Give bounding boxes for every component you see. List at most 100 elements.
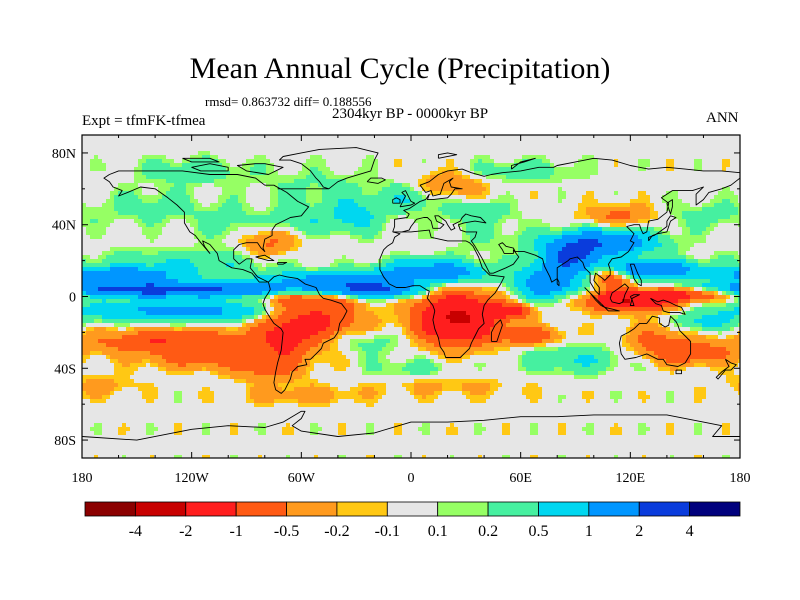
field-cell [574, 191, 579, 196]
field-cell [602, 203, 607, 208]
field-cell [730, 171, 735, 176]
field-cell [534, 167, 539, 172]
field-cell [86, 155, 91, 160]
field-cell [450, 139, 455, 144]
field-cell [138, 183, 143, 188]
field-cell [658, 175, 663, 180]
field-cell [450, 151, 455, 156]
field-cell [270, 251, 275, 256]
field-cell [378, 211, 383, 216]
field-cell [682, 243, 687, 248]
field-cell [122, 239, 127, 244]
field-cell [318, 219, 323, 224]
field-cell [702, 163, 707, 168]
field-cell [538, 223, 543, 228]
field-cell [490, 155, 495, 160]
field-cell [570, 175, 575, 180]
field-cell [102, 223, 107, 228]
field-cell [334, 223, 339, 228]
field-cell [378, 167, 383, 172]
field-cell [726, 143, 731, 148]
field-cell [442, 139, 447, 144]
field-cell [606, 183, 611, 188]
field-cell [218, 147, 223, 152]
field-cell [406, 227, 411, 232]
field-cell [150, 255, 155, 260]
field-cell [702, 251, 707, 256]
field-cell [206, 159, 211, 164]
field-cell [662, 195, 667, 200]
field-cell [686, 143, 691, 148]
field-cell [430, 171, 435, 176]
field-cell [386, 239, 391, 244]
field-cell [410, 251, 415, 256]
field-cell [110, 235, 115, 240]
field-cell [450, 195, 455, 200]
field-cell [374, 235, 379, 240]
field-cell [586, 191, 591, 196]
field-cell [162, 239, 167, 244]
field-cell [670, 243, 675, 248]
field-cell [230, 203, 235, 208]
field-cell [398, 159, 403, 164]
field-cell [514, 191, 519, 196]
field-cell [594, 243, 599, 248]
field-cell [690, 171, 695, 176]
field-cell [734, 139, 739, 144]
field-cell [582, 183, 587, 188]
field-cell [394, 239, 399, 244]
field-cell [374, 215, 379, 220]
field-cell [418, 151, 423, 156]
field-cell [574, 243, 579, 248]
field-cell [338, 187, 343, 192]
field-cell [290, 207, 295, 212]
field-cell [706, 143, 711, 148]
field-cell [678, 139, 683, 144]
field-cell [230, 235, 235, 240]
field-cell [546, 203, 551, 208]
field-cell [258, 191, 263, 196]
field-cell [174, 179, 179, 184]
field-cell [202, 167, 207, 172]
field-cell [726, 179, 731, 184]
field-cell [738, 147, 740, 152]
field-cell [542, 199, 547, 204]
field-cell [718, 175, 723, 180]
field-cell [250, 163, 255, 168]
field-cell [162, 255, 167, 260]
chart-title: Mean Annual Cycle (Precipitation) [189, 52, 611, 85]
field-cell [390, 227, 395, 232]
field-cell [638, 239, 643, 244]
field-cell [530, 195, 535, 200]
field-cell [602, 215, 607, 220]
field-cell [226, 211, 231, 216]
field-cell [690, 147, 695, 152]
field-cell [186, 239, 191, 244]
field-cell [258, 203, 263, 208]
field-cell [542, 147, 547, 152]
field-cell [82, 135, 87, 140]
field-cell [246, 151, 251, 156]
field-cell [210, 199, 215, 204]
field-cell [570, 167, 575, 172]
field-cell [386, 207, 391, 212]
field-cell [86, 251, 91, 256]
field-cell [390, 203, 395, 208]
field-cell [190, 215, 195, 220]
field-cell [578, 163, 583, 168]
field-cell [338, 207, 343, 212]
field-cell [714, 251, 719, 256]
field-cell [346, 251, 351, 256]
field-cell [670, 211, 675, 216]
field-cell [158, 175, 163, 180]
field-cell [262, 147, 267, 152]
field-cell [610, 151, 615, 156]
field-cell [366, 219, 371, 224]
field-cell [186, 231, 191, 236]
field-cell [122, 215, 127, 220]
field-cell [134, 147, 139, 152]
field-cell [478, 203, 483, 208]
field-cell [422, 187, 427, 192]
field-cell [482, 175, 487, 180]
field-cell [230, 207, 235, 212]
